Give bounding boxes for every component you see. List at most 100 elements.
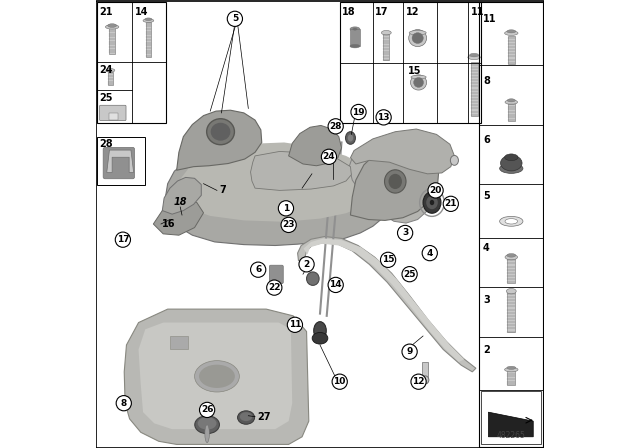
Ellipse shape bbox=[409, 30, 426, 35]
Ellipse shape bbox=[205, 425, 209, 443]
FancyBboxPatch shape bbox=[103, 147, 134, 179]
Polygon shape bbox=[289, 125, 342, 166]
Ellipse shape bbox=[348, 134, 353, 142]
Text: 6: 6 bbox=[483, 135, 490, 145]
Circle shape bbox=[267, 280, 282, 295]
Text: 1: 1 bbox=[283, 204, 289, 213]
Ellipse shape bbox=[388, 174, 402, 189]
Ellipse shape bbox=[411, 75, 426, 79]
Text: 4: 4 bbox=[427, 249, 433, 258]
Bar bbox=[108, 72, 113, 85]
Ellipse shape bbox=[381, 30, 391, 35]
Text: 10: 10 bbox=[333, 377, 346, 386]
Text: 3: 3 bbox=[402, 228, 408, 237]
Circle shape bbox=[328, 277, 343, 293]
Ellipse shape bbox=[423, 192, 441, 213]
Ellipse shape bbox=[312, 332, 328, 344]
Text: 5: 5 bbox=[232, 14, 238, 23]
Ellipse shape bbox=[507, 30, 516, 33]
Ellipse shape bbox=[422, 376, 429, 384]
Circle shape bbox=[444, 196, 458, 211]
Text: 17: 17 bbox=[375, 7, 388, 17]
Ellipse shape bbox=[507, 254, 516, 257]
Ellipse shape bbox=[412, 33, 423, 43]
Circle shape bbox=[227, 11, 243, 26]
Circle shape bbox=[278, 201, 294, 216]
Text: 3: 3 bbox=[483, 295, 490, 305]
Polygon shape bbox=[349, 151, 431, 223]
Bar bbox=[508, 292, 515, 332]
Text: 25: 25 bbox=[403, 270, 416, 279]
Ellipse shape bbox=[506, 289, 516, 294]
Text: 21: 21 bbox=[445, 199, 457, 208]
Ellipse shape bbox=[106, 69, 115, 72]
Text: 5: 5 bbox=[483, 191, 490, 201]
Text: 21: 21 bbox=[100, 7, 113, 17]
FancyBboxPatch shape bbox=[100, 105, 126, 121]
Ellipse shape bbox=[237, 411, 255, 424]
Text: 28: 28 bbox=[100, 139, 113, 149]
Text: 23: 23 bbox=[282, 220, 295, 229]
Circle shape bbox=[397, 225, 413, 241]
Ellipse shape bbox=[426, 196, 438, 209]
Text: 19: 19 bbox=[352, 108, 365, 116]
Circle shape bbox=[200, 402, 215, 418]
Text: 15: 15 bbox=[408, 66, 422, 76]
Bar bbox=[109, 28, 115, 54]
Text: 13: 13 bbox=[378, 113, 390, 122]
Polygon shape bbox=[251, 151, 351, 190]
Ellipse shape bbox=[410, 75, 427, 90]
Text: 16: 16 bbox=[163, 219, 176, 229]
Text: 11: 11 bbox=[470, 7, 484, 17]
Bar bbox=[422, 362, 428, 380]
Circle shape bbox=[402, 344, 417, 359]
Ellipse shape bbox=[385, 170, 406, 193]
Ellipse shape bbox=[143, 19, 154, 22]
Text: 6: 6 bbox=[255, 265, 261, 274]
Polygon shape bbox=[107, 150, 134, 172]
Ellipse shape bbox=[199, 365, 235, 388]
Text: 4: 4 bbox=[483, 243, 490, 253]
Polygon shape bbox=[176, 142, 378, 222]
Ellipse shape bbox=[346, 132, 355, 144]
Text: 17: 17 bbox=[116, 235, 129, 244]
Text: 14: 14 bbox=[134, 7, 148, 17]
Polygon shape bbox=[298, 237, 476, 372]
Ellipse shape bbox=[307, 272, 319, 285]
Polygon shape bbox=[163, 177, 202, 214]
Polygon shape bbox=[154, 199, 204, 235]
Text: 26: 26 bbox=[201, 405, 213, 414]
Bar bbox=[508, 103, 515, 121]
Polygon shape bbox=[488, 412, 533, 437]
Text: 9: 9 bbox=[406, 347, 413, 356]
Ellipse shape bbox=[353, 28, 357, 30]
Ellipse shape bbox=[198, 417, 216, 430]
Ellipse shape bbox=[468, 55, 481, 60]
Circle shape bbox=[422, 246, 437, 261]
Bar bbox=[481, 391, 541, 444]
Bar bbox=[479, 2, 543, 447]
Bar bbox=[508, 36, 515, 64]
Ellipse shape bbox=[500, 164, 523, 173]
Ellipse shape bbox=[500, 155, 522, 171]
Text: 2: 2 bbox=[303, 260, 310, 269]
Circle shape bbox=[376, 110, 391, 125]
Text: 7: 7 bbox=[220, 185, 226, 195]
Ellipse shape bbox=[350, 44, 360, 48]
Circle shape bbox=[299, 257, 314, 272]
Circle shape bbox=[281, 217, 296, 233]
Text: 18: 18 bbox=[342, 7, 356, 17]
Ellipse shape bbox=[240, 412, 252, 421]
Bar bbox=[146, 22, 150, 57]
Ellipse shape bbox=[314, 322, 326, 340]
Text: 2: 2 bbox=[483, 345, 490, 355]
Ellipse shape bbox=[504, 367, 518, 372]
Ellipse shape bbox=[508, 99, 515, 102]
Circle shape bbox=[287, 317, 303, 332]
Text: 27: 27 bbox=[257, 412, 271, 422]
Bar bbox=[109, 113, 118, 120]
Text: 25: 25 bbox=[100, 93, 113, 103]
FancyBboxPatch shape bbox=[269, 265, 284, 284]
Text: 15: 15 bbox=[382, 255, 394, 264]
Circle shape bbox=[115, 232, 131, 247]
